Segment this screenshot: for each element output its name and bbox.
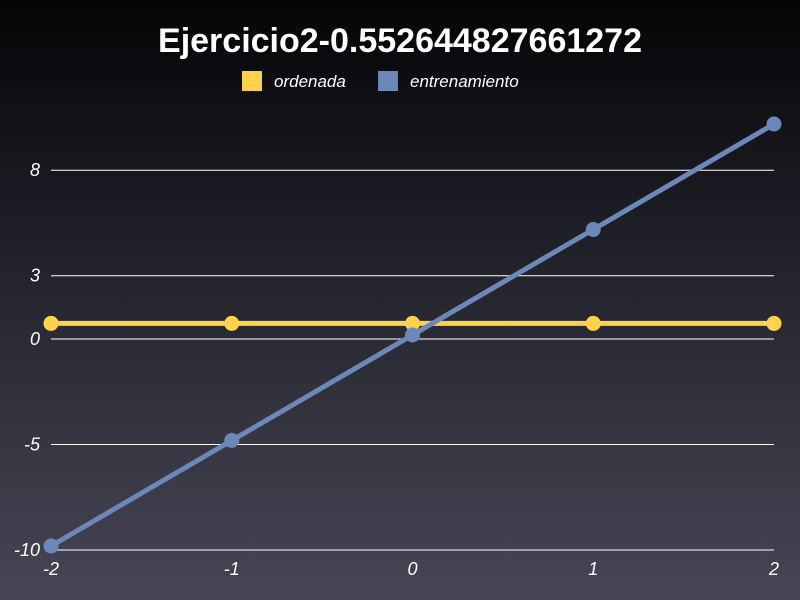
y-tick-label: 8: [30, 160, 40, 180]
x-tick-label: -1: [224, 559, 240, 579]
x-tick-label: 0: [407, 559, 417, 579]
y-tick-label: -5: [24, 435, 41, 455]
legend-label-ordenada: ordenada: [274, 72, 346, 91]
y-tick-label: 3: [30, 266, 40, 286]
data-point-ordenada[interactable]: [43, 315, 59, 331]
grid-lines: [51, 169, 774, 551]
chart-title: Ejercicio2-0.552644827661272: [158, 22, 642, 60]
data-point-entrenamiento[interactable]: [766, 116, 782, 132]
legend-swatch-ordenada: [242, 71, 262, 91]
y-axis-ticks: 8 3 0 -5 -10: [14, 160, 41, 560]
legend-label-entrenamiento: entrenamiento: [410, 72, 519, 91]
x-tick-label: 2: [768, 559, 779, 579]
data-point-ordenada[interactable]: [766, 315, 782, 331]
data-point-entrenamiento[interactable]: [43, 538, 59, 554]
legend: ordenada entrenamiento: [242, 71, 519, 91]
x-axis-ticks: -2 -1 0 1 2: [43, 559, 779, 579]
data-point-entrenamiento[interactable]: [224, 433, 240, 448]
data-point-ordenada[interactable]: [405, 315, 420, 331]
x-tick-label: 1: [588, 559, 598, 579]
data-point-entrenamiento[interactable]: [585, 222, 601, 237]
data-point-ordenada[interactable]: [585, 315, 601, 331]
y-tick-label: -10: [14, 540, 40, 560]
data-point-ordenada[interactable]: [224, 315, 240, 331]
y-tick-label: 0: [30, 329, 40, 349]
x-tick-label: -2: [43, 559, 59, 579]
data-point-entrenamiento[interactable]: [405, 327, 420, 343]
legend-swatch-entrenamiento: [378, 71, 398, 91]
series-layer: [43, 116, 782, 554]
